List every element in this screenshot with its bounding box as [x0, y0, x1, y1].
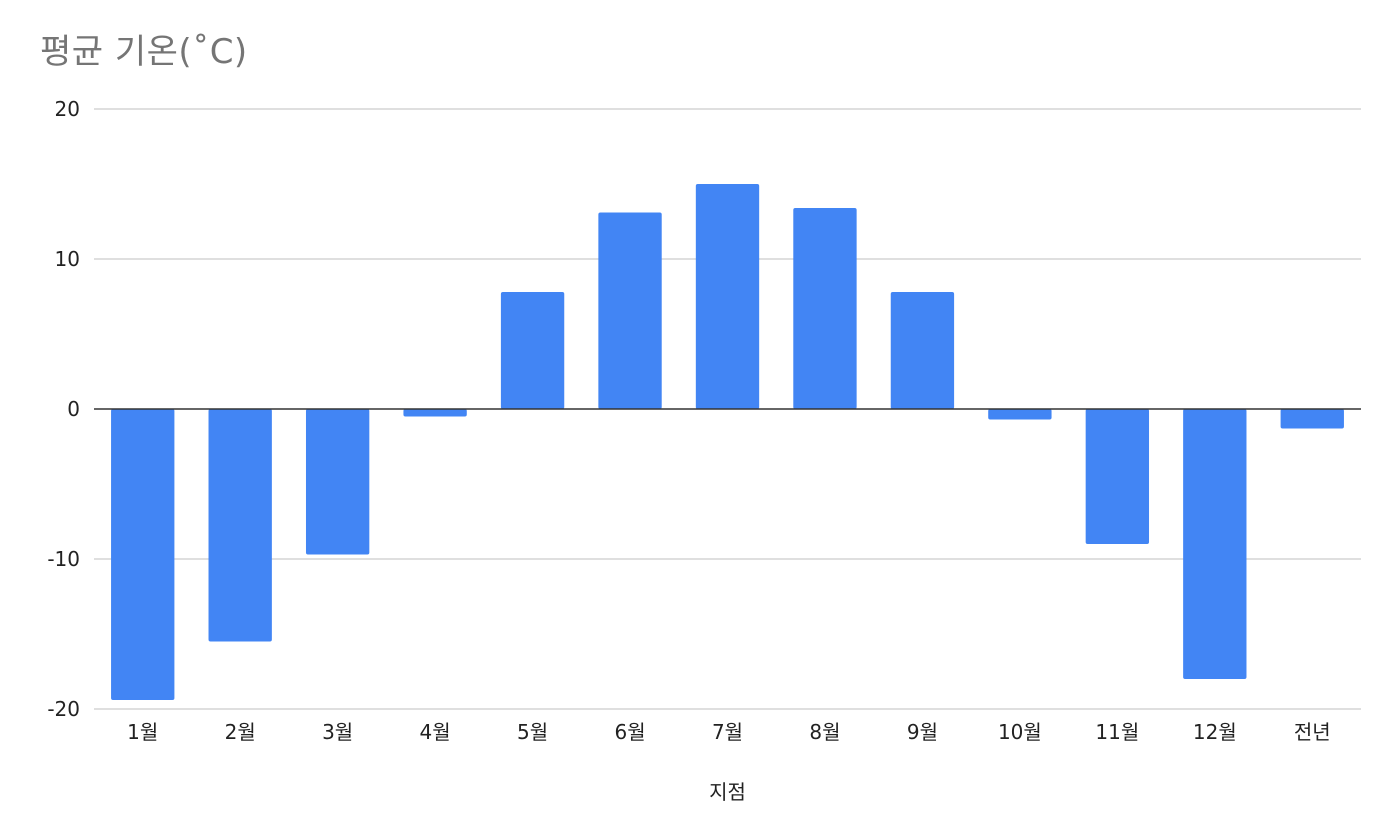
y-tick-label: 10 — [55, 247, 80, 271]
bar — [208, 409, 272, 642]
y-axis-ticks: 20 10 0 -10 -20 — [47, 97, 80, 721]
x-axis-title: 지점 — [709, 780, 746, 804]
bar — [890, 292, 955, 409]
x-tick-label: 12월 — [1193, 720, 1237, 744]
x-tick-label: 6월 — [614, 720, 645, 744]
y-tick-label: 0 — [67, 397, 80, 421]
x-tick-label: 전년 — [1294, 720, 1331, 744]
bar — [988, 409, 1052, 420]
x-tick-label: 11월 — [1095, 720, 1139, 744]
x-tick-label: 8월 — [809, 720, 840, 744]
x-axis-ticks: 1월 2월 3월 4월 5월 6월 7월 8월 9월 10월 11월 12월 전년 — [127, 720, 1331, 744]
x-tick-label: 9월 — [907, 720, 938, 744]
x-tick-label: 1월 — [127, 720, 158, 744]
y-tick-label: -10 — [47, 547, 80, 571]
bar — [695, 184, 760, 409]
bar — [1280, 409, 1344, 429]
x-tick-label: 2월 — [225, 720, 256, 744]
bar — [793, 208, 857, 409]
x-tick-label: 3월 — [322, 720, 353, 744]
x-tick-label: 7월 — [712, 720, 743, 744]
bar — [111, 409, 175, 700]
y-tick-label: -20 — [47, 697, 80, 721]
bar — [598, 212, 662, 409]
x-tick-label: 4월 — [420, 720, 451, 744]
y-tick-label: 20 — [55, 97, 80, 121]
bar — [500, 292, 565, 409]
bars — [111, 184, 1344, 700]
bar — [1085, 409, 1150, 544]
x-tick-label: 5월 — [517, 720, 548, 744]
chart-title: 평균 기온(˚C) — [40, 32, 248, 72]
bar — [1183, 409, 1247, 679]
x-tick-label: 10월 — [998, 720, 1042, 744]
bar — [305, 409, 370, 555]
bar — [403, 409, 467, 417]
